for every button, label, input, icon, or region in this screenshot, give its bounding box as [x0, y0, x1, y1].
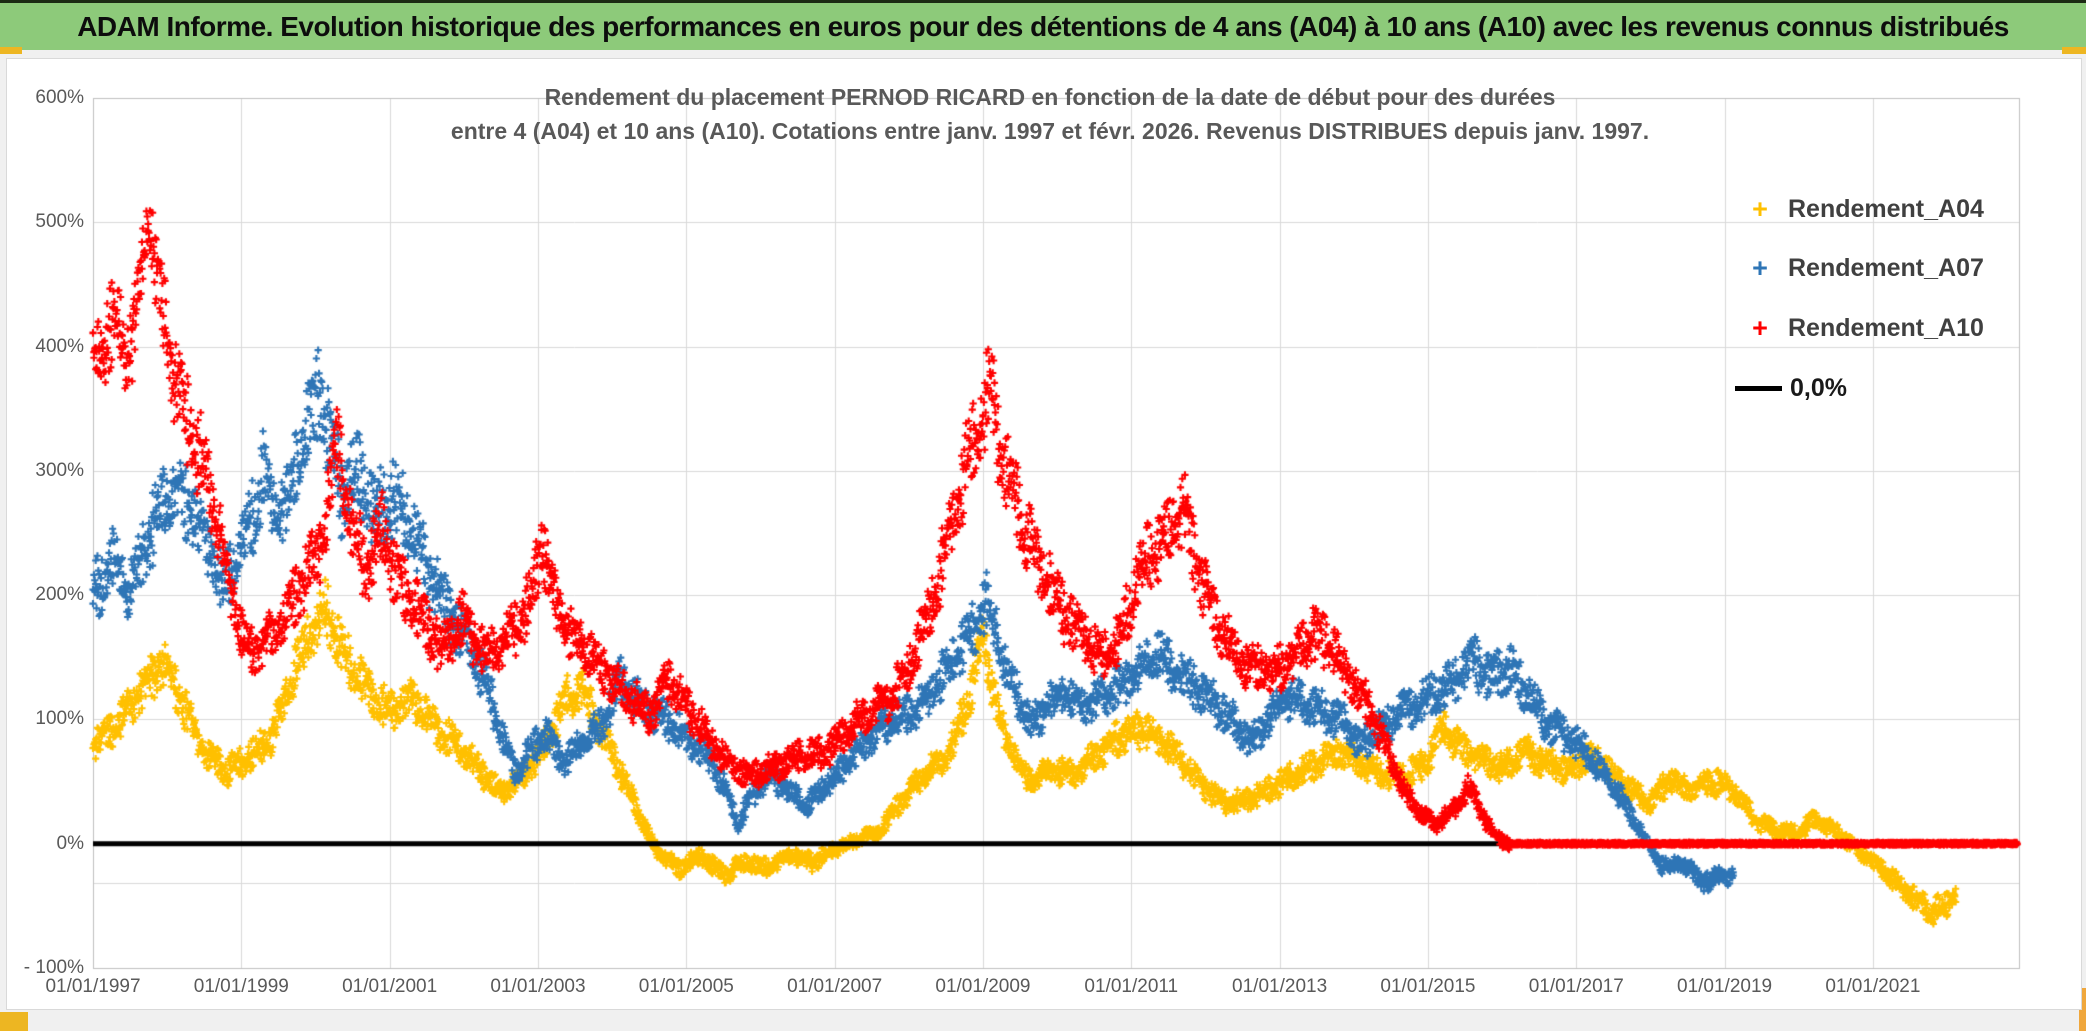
- x-tick-label: 01/01/1999: [193, 976, 289, 997]
- y-tick-label: 600%: [35, 87, 84, 108]
- legend-label: 0,0%: [1790, 373, 1847, 402]
- legend-label: Rendement_A04: [1788, 194, 1984, 223]
- x-tick-label: 01/01/2003: [490, 976, 586, 997]
- plus-marker-icon: +: [1752, 313, 1768, 343]
- x-tick-label: 01/01/2013: [1232, 976, 1328, 997]
- zero-line-icon: [1735, 385, 1782, 391]
- y-tick-label: 300%: [35, 459, 84, 481]
- legend-item-a04[interactable]: + Rendement_A04: [1738, 193, 1984, 225]
- legend-item-a07[interactable]: + Rendement_A07: [1738, 252, 1984, 284]
- x-tick-label: 01/01/2005: [638, 976, 734, 997]
- legend-item-a10[interactable]: + Rendement_A10: [1738, 312, 1984, 344]
- plus-marker-icon: +: [1752, 194, 1768, 224]
- x-tick-label: 01/01/2001: [342, 976, 438, 997]
- x-tick-label: 01/01/1997: [45, 976, 141, 997]
- y-tick-label: - 100%: [23, 957, 84, 978]
- y-tick-label: 500%: [35, 211, 84, 233]
- x-tick-label: 01/01/2021: [1825, 976, 1921, 997]
- chart-title: Rendement du placement PERNOD RICARD en …: [451, 80, 1649, 148]
- x-tick-label: 01/01/2017: [1528, 976, 1624, 997]
- x-tick-label: 01/01/2011: [1084, 976, 1179, 997]
- plus-marker-icon: +: [1752, 253, 1768, 283]
- chart-title-line2: entre 4 (A04) et 10 ans (A10). Cotations…: [450, 118, 1650, 144]
- x-tick-label: 01/01/2019: [1677, 976, 1773, 997]
- y-tick-label: 0%: [56, 832, 84, 854]
- y-tick-label: 100%: [35, 708, 84, 730]
- x-tick-label: 01/01/2007: [787, 976, 883, 997]
- legend-label: Rendement_A07: [1788, 253, 1984, 282]
- legend-item-zero-line[interactable]: 0,0%: [1735, 372, 1847, 404]
- x-tick-label: 01/01/2009: [935, 976, 1031, 997]
- y-tick-label: 400%: [35, 335, 84, 357]
- chart-title-line1: Rendement du placement PERNOD RICARD en …: [544, 84, 1556, 110]
- legend-label: Rendement_A10: [1788, 313, 1984, 342]
- y-tick-label: 200%: [35, 584, 84, 606]
- x-tick-label: 01/01/2015: [1380, 976, 1476, 997]
